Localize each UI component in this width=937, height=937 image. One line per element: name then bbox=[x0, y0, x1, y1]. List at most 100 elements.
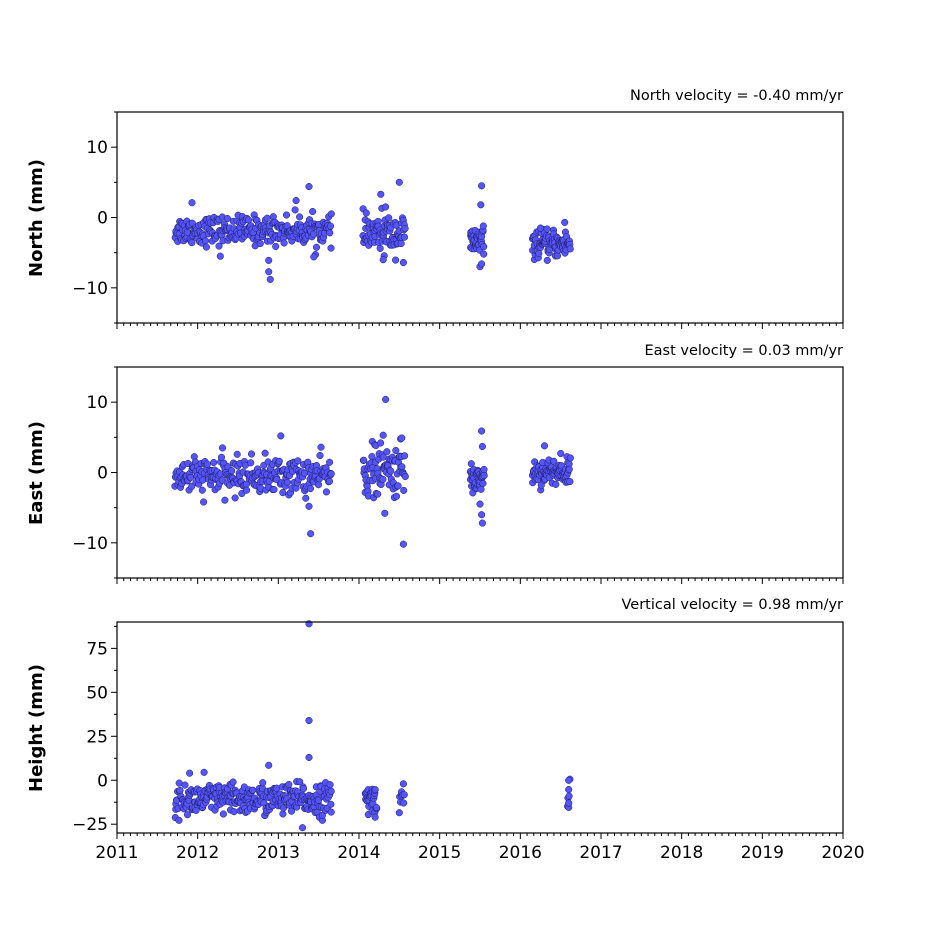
north-data-point bbox=[310, 230, 318, 238]
height-xtick-label: 2017 bbox=[579, 843, 622, 863]
north-outlier-point bbox=[399, 258, 407, 267]
height-data-point bbox=[299, 785, 308, 793]
east-outlier-point bbox=[478, 427, 486, 435]
east-data-point bbox=[480, 465, 488, 474]
height-data-point bbox=[565, 786, 573, 794]
east-data-point bbox=[327, 470, 335, 478]
height-data-point bbox=[318, 811, 326, 819]
north-data-point bbox=[309, 207, 317, 216]
north-data-point bbox=[400, 233, 409, 241]
east-data-point bbox=[187, 473, 195, 482]
east-plot-frame bbox=[116, 366, 844, 579]
north-data-point bbox=[202, 243, 210, 251]
east-axis-label: East (mm) bbox=[26, 421, 47, 525]
east-data-point bbox=[401, 452, 409, 460]
north-data-point bbox=[535, 249, 543, 258]
north-outlier-point bbox=[561, 218, 569, 226]
east-data-point bbox=[392, 446, 400, 455]
height-xtick-label: 2012 bbox=[176, 843, 219, 863]
height-data-point bbox=[400, 799, 408, 807]
height-outlier-point bbox=[265, 761, 273, 769]
east-data-point bbox=[200, 498, 208, 506]
north-data-point bbox=[272, 242, 280, 250]
north-data-point bbox=[263, 214, 271, 222]
vertical-velocity-title: Vertical velocity = 0.98 mm/yr bbox=[622, 597, 844, 613]
east-data-point bbox=[379, 475, 387, 483]
height-data-point bbox=[285, 780, 293, 789]
east-data-point bbox=[231, 494, 239, 502]
height-data-point bbox=[230, 808, 238, 816]
east-data-point bbox=[238, 489, 246, 498]
north-data-point bbox=[401, 224, 409, 233]
height-outlier-point bbox=[200, 768, 208, 776]
north-data-point bbox=[480, 250, 488, 258]
north-ytick-label: −10 bbox=[72, 279, 108, 299]
north-data-point bbox=[479, 222, 487, 230]
east-data-point bbox=[394, 482, 402, 490]
height-data-point bbox=[296, 778, 304, 786]
north-data-point bbox=[376, 244, 384, 252]
east-data-point bbox=[387, 467, 395, 475]
north-data-point bbox=[326, 229, 334, 237]
east-data-point bbox=[552, 480, 560, 488]
height-xtick-label: 2011 bbox=[95, 843, 138, 863]
east-data-point bbox=[270, 486, 278, 494]
north-velocity-title: North velocity = -0.40 mm/yr bbox=[630, 88, 843, 104]
east-data-point bbox=[275, 457, 283, 465]
height-outlier-point bbox=[565, 776, 573, 784]
east-data-point bbox=[279, 489, 287, 497]
height-x-axis: 2011 2012 2013 2014 2015 2016 2017 2018 2019 2020 bbox=[95, 833, 865, 863]
east-outlier-point bbox=[381, 509, 389, 517]
height-outlier-point bbox=[565, 799, 573, 807]
east-outlier-point bbox=[307, 530, 315, 538]
north-data-point bbox=[392, 256, 400, 264]
east-outlier-point bbox=[478, 442, 486, 451]
east-data-point bbox=[283, 478, 292, 486]
height-xtick-label: 2015 bbox=[418, 843, 461, 863]
east-outlier-point bbox=[277, 432, 285, 440]
east-data-point bbox=[304, 458, 312, 466]
north-outlier-point bbox=[292, 197, 300, 205]
height-panel: Vertical velocity = 0.98 mm/yr Height (m… bbox=[26, 597, 865, 863]
east-data-point bbox=[401, 472, 409, 481]
east-data-point bbox=[374, 490, 382, 498]
north-data-point bbox=[201, 237, 210, 245]
height-data-point bbox=[395, 809, 403, 817]
height-data-point bbox=[259, 779, 267, 787]
north-data-point bbox=[296, 213, 304, 221]
east-data-point bbox=[565, 465, 573, 473]
east-outlier-point bbox=[540, 442, 549, 450]
east-data-point bbox=[261, 449, 269, 457]
east-data-point bbox=[247, 459, 255, 467]
north-outlier-point bbox=[377, 190, 385, 198]
height-data-point bbox=[229, 778, 237, 786]
height-outlier-point bbox=[371, 813, 379, 821]
height-ytick-label: −25 bbox=[72, 815, 108, 835]
north-data-point bbox=[480, 243, 488, 251]
east-data-point bbox=[480, 471, 488, 480]
east-data-point bbox=[228, 467, 236, 475]
height-xtick-label: 2013 bbox=[257, 843, 300, 863]
height-xtick-label: 2018 bbox=[660, 843, 703, 863]
north-panel: North velocity = -0.40 mm/yr North (mm) … bbox=[26, 88, 844, 329]
east-data-point bbox=[392, 492, 401, 500]
north-outlier-point bbox=[188, 199, 196, 207]
east-data-point bbox=[306, 485, 315, 493]
north-data-point bbox=[256, 239, 264, 248]
east-data-point bbox=[210, 458, 218, 467]
height-data-point bbox=[249, 786, 257, 794]
north-outlier-point bbox=[536, 224, 545, 232]
east-data-point bbox=[198, 486, 206, 494]
east-outlier-point bbox=[379, 431, 387, 439]
north-outlier-point bbox=[265, 256, 273, 264]
east-data-point bbox=[477, 485, 485, 493]
north-outlier-point bbox=[395, 178, 403, 186]
north-ytick-label: 0 bbox=[97, 209, 108, 229]
north-data-point bbox=[385, 214, 393, 222]
north-outlier-point bbox=[382, 203, 390, 211]
north-outlier-point bbox=[379, 256, 387, 264]
height-data-point bbox=[565, 792, 573, 800]
height-data-point bbox=[371, 786, 379, 794]
height-outlier-point bbox=[399, 780, 407, 788]
